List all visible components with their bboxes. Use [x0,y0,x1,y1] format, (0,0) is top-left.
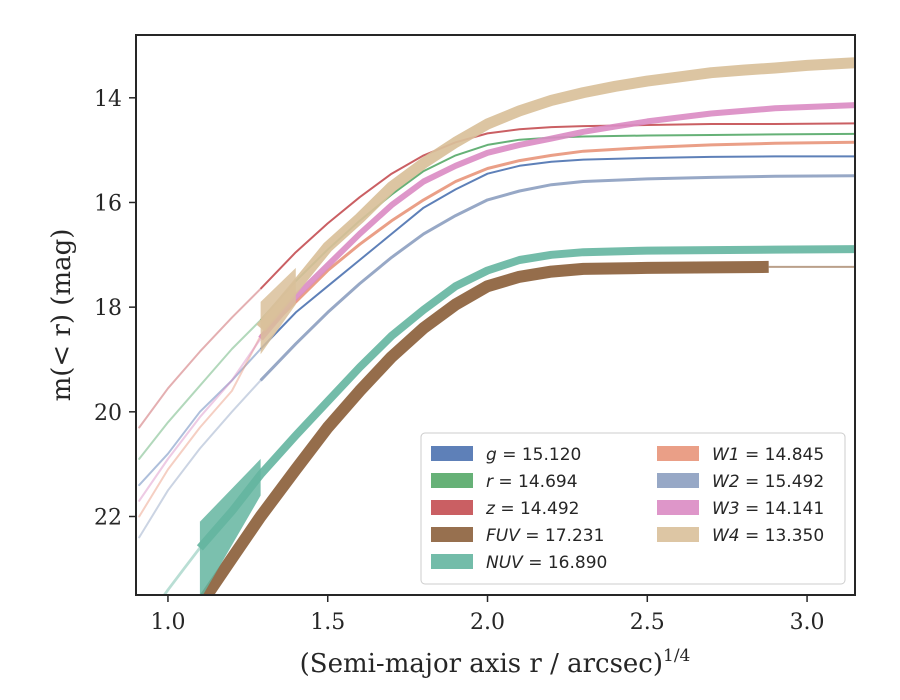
series-g [138,155,855,487]
series-fuv-line [199,260,769,595]
series-w4 [256,57,855,355]
series-w2-extension [138,379,262,539]
series-w3-extension [138,337,262,502]
legend-label-w3: W3 = 14.141 [712,499,824,519]
series-layer [138,57,855,595]
legend-swatch-fuv [431,527,473,542]
legend-label-fuv: FUV = 17.231 [486,526,604,546]
legend-label-nuv: NUV = 16.890 [486,553,607,573]
y-tick-label: 16 [94,191,122,216]
series-w2 [138,174,855,539]
legend-swatch-r [431,473,473,488]
series-w4-band [260,267,296,355]
series-g-line [259,155,855,350]
legend-label-w1: W1 = 14.845 [712,445,824,465]
series-fuv [199,260,855,595]
legend-label-w2: W2 = 15.492 [712,472,824,492]
legend-swatch-w1 [657,446,699,461]
series-z [138,122,855,429]
series-w3 [138,102,855,502]
legend-swatch-w4 [657,527,699,542]
series-nuv-extension [162,546,202,595]
series-z-line [259,122,855,290]
y-tick-label: 18 [94,296,122,321]
series-w1 [138,140,855,518]
y-tick-label: 14 [94,87,122,112]
series-nuv-band [199,458,261,595]
series-nuv-line [196,245,855,551]
series-z-extension [138,287,262,429]
x-tick-label: 3.0 [790,610,825,635]
x-tick-label: 2.0 [470,610,505,635]
x-axis-label: (Semi-major axis r / arcsec)1/4 [300,646,691,679]
legend-swatch-w2 [657,473,699,488]
x-axis: 1.0 1.5 2.0 2.5 3.0 [150,595,825,635]
x-tick-label: 1.0 [150,610,185,635]
series-w3-line [258,102,855,341]
legend-label-z: z = 14.492 [485,499,579,519]
y-tick-label: 22 [94,505,122,530]
series-w2-line [259,174,855,382]
y-axis-label: m(< r) (mag) [47,229,77,402]
series-nuv [162,245,855,595]
legend-swatch-z [431,500,473,515]
x-tick-label: 2.5 [630,610,665,635]
series-g-extension [138,348,262,487]
series-w4-line [256,57,855,332]
x-tick-label: 1.5 [310,610,345,635]
legend-label-w4: W4 = 13.350 [712,526,824,546]
plot-frame [135,34,856,596]
series-r-extension [138,319,262,460]
series-r [138,132,855,460]
legend-label-g: g = 15.120 [486,445,581,465]
series-w1-extension [138,334,262,518]
legend-swatch-nuv [431,554,473,569]
y-tick-label: 20 [94,401,122,426]
series-w1-line [259,140,855,337]
y-axis: 14 16 18 20 22 [94,87,136,530]
legend-swatch-g [431,446,473,461]
legend: g = 15.120 r = 14.694 z = 14.492 FUV = 17.2… [420,432,846,585]
legend-label-r: r = 14.694 [486,472,578,492]
legend-swatch-w3 [657,500,699,515]
legend-frame [420,432,846,585]
